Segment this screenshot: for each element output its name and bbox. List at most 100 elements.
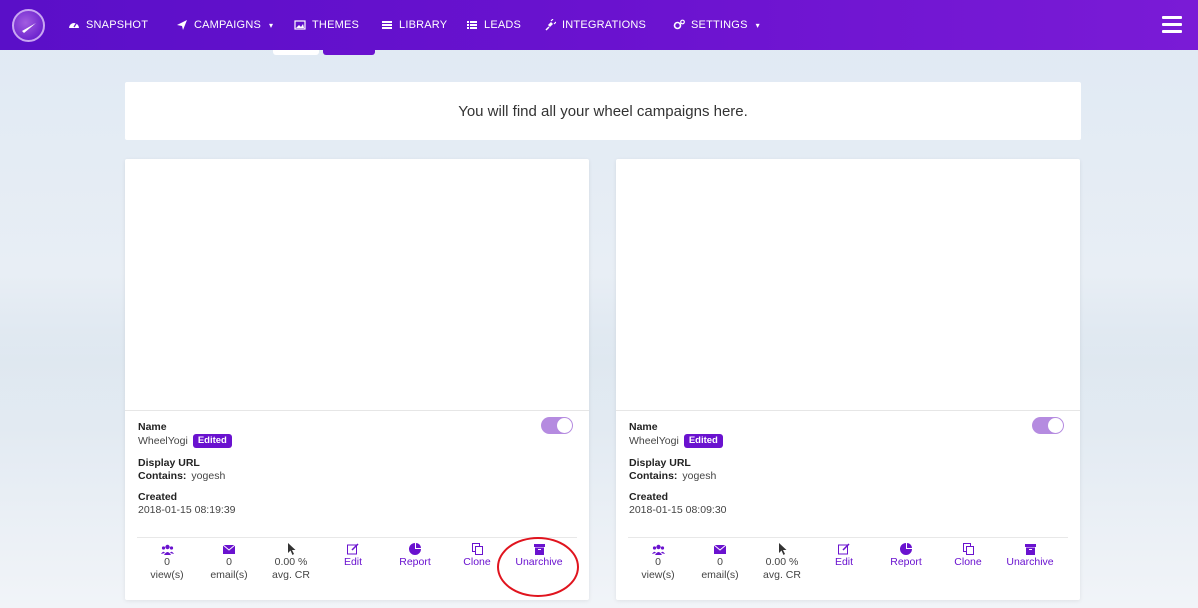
tab-stub-active[interactable] [273,50,319,55]
archive-icon [533,543,545,555]
hamburger-menu-icon[interactable] [1162,16,1182,33]
name-label: Name [138,421,167,433]
plug-icon [545,19,556,31]
report-label: Report [890,556,922,568]
edit-button[interactable]: Edit [814,543,874,569]
envelope-icon [223,544,235,554]
created-label: Created [629,491,669,503]
emails-label: email(s) [210,569,248,581]
emails-value: 0 [717,556,723,568]
nav-leads[interactable]: LEADS [466,17,521,33]
nav-settings[interactable]: SETTINGS ▾ [673,17,760,33]
archive-icon [1024,543,1036,555]
campaign-card: Name WheelYogi Edited Display URL Contain… [616,159,1080,600]
conversion-rate-stat: 0.00 % avg. CR [752,543,812,582]
divider [137,537,577,538]
cr-value: 0.00 % [274,556,308,568]
clone-label: Clone [954,556,982,568]
list-icon [467,21,477,29]
contains-label: Contains: [138,470,187,482]
conversion-rate-stat: 0.00 % avg. CR [261,543,321,582]
created-timestamp: 2018-01-15 08:19:39 [138,504,236,516]
unarchive-button[interactable]: Unarchive [509,543,569,569]
clone-button[interactable]: Clone [447,543,507,569]
created-label: Created [138,491,178,503]
nav-themes[interactable]: THEMES [294,17,359,33]
report-label: Report [399,556,431,568]
views-stat: 0 view(s) [137,543,197,582]
edit-icon [347,543,359,555]
campaign-name: WheelYogi [138,435,188,447]
display-url-label: Display URL [138,457,200,469]
unarchive-label: Unarchive [1006,556,1054,568]
emails-stat: 0 email(s) [690,543,750,582]
name-label: Name [629,421,658,433]
campaign-actions: 0 view(s) 0 email(s) 0.00 % avg. CR Edit… [628,543,1068,593]
campaign-info: Name WheelYogi Edited Display URL Contain… [629,421,727,525]
nav-integrations-label: INTEGRATIONS [562,19,647,31]
pie-chart-icon [900,543,912,555]
users-icon [160,544,174,555]
cr-value: 0.00 % [765,556,799,568]
contains-value: yogesh [682,470,717,482]
clone-label: Clone [463,556,491,568]
pie-chart-icon [409,543,421,555]
nav-campaigns-label: CAMPAIGNS [194,19,261,31]
edit-button[interactable]: Edit [323,543,383,569]
nav-leads-label: LEADS [484,19,522,31]
campaign-active-toggle[interactable] [1032,417,1064,434]
campaign-actions: 0 view(s) 0 email(s) 0.00 % avg. CR Edit… [137,543,577,593]
edited-badge: Edited [192,434,232,448]
envelope-icon [714,544,726,554]
display-url-label: Display URL [629,457,691,469]
library-icon [382,21,392,29]
cursor-icon [778,543,786,555]
contains-label: Contains: [629,470,678,482]
wheel-logo-icon [22,23,36,33]
copy-icon [962,543,974,555]
app-logo[interactable] [12,9,45,42]
campaign-info: Name WheelYogi Edited Display URL Contain… [138,421,236,525]
emails-stat: 0 email(s) [199,543,259,582]
users-icon [651,544,665,555]
paper-plane-icon [177,20,187,30]
campaign-preview [616,159,1080,411]
unarchive-label: Unarchive [515,556,563,568]
info-banner: You will find all your wheel campaigns h… [125,82,1081,140]
campaign-name: WheelYogi [629,435,679,447]
edited-badge: Edited [683,434,723,448]
banner-text: You will find all your wheel campaigns h… [458,102,748,120]
report-button[interactable]: Report [385,543,445,569]
top-navbar: SNAPSHOT CAMPAIGNS ▾ THEMES LIBRARY LEAD… [0,0,1198,50]
chevron-down-icon: ▾ [269,20,274,30]
nav-integrations[interactable]: INTEGRATIONS [544,17,646,33]
edit-label: Edit [343,556,363,568]
copy-icon [471,543,483,555]
nav-library-label: LIBRARY [399,19,448,31]
edit-label: Edit [834,556,854,568]
nav-library[interactable]: LIBRARY [381,17,447,33]
nav-settings-label: SETTINGS [691,19,748,31]
unarchive-button[interactable]: Unarchive [1000,543,1060,569]
views-value: 0 [655,556,661,568]
views-label: view(s) [150,569,184,581]
edit-icon [838,543,850,555]
chevron-down-icon: ▾ [755,20,760,30]
nav-campaigns[interactable]: CAMPAIGNS ▾ [176,17,273,33]
tab-stub-archived[interactable] [323,50,375,55]
nav-snapshot[interactable]: SNAPSHOT [68,17,148,33]
cogs-icon [673,19,685,30]
cursor-icon [287,543,295,555]
cr-label: avg. CR [272,569,310,581]
report-button[interactable]: Report [876,543,936,569]
divider [628,537,1068,538]
cr-label: avg. CR [763,569,801,581]
campaign-preview [125,159,589,411]
emails-value: 0 [226,556,232,568]
contains-value: yogesh [191,470,226,482]
emails-label: email(s) [701,569,739,581]
image-icon [294,20,306,30]
clone-button[interactable]: Clone [938,543,998,569]
campaign-active-toggle[interactable] [541,417,573,434]
views-stat: 0 view(s) [628,543,688,582]
